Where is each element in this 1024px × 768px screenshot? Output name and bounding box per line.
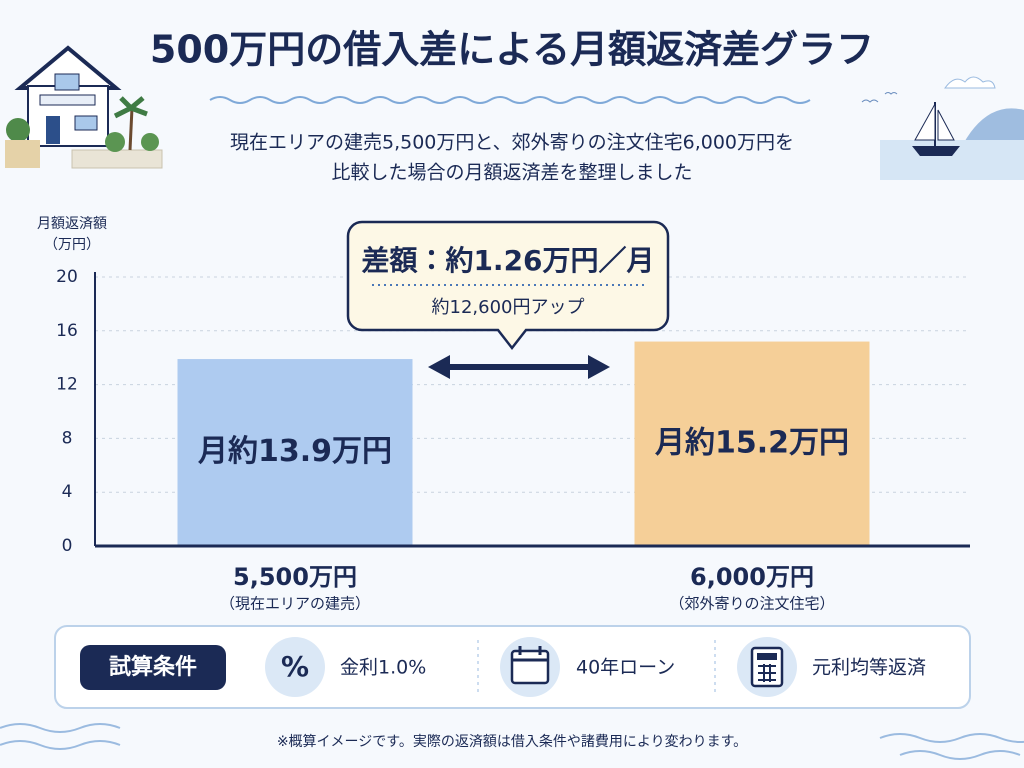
y-axis-label: 月額返済額 bbox=[37, 216, 107, 232]
subtitle: 比較した場合の月額返済差を整理しました bbox=[331, 162, 692, 184]
y-tick-label: 4 bbox=[62, 482, 73, 502]
difference-sub-label: 約12,600円アップ bbox=[432, 297, 585, 318]
chart-title: 500万円の借入差による月額返済差グラフ bbox=[150, 28, 874, 72]
conditions-panel: 試算条件 % 金利1.0% 40年ローン 元利均等返済 bbox=[54, 625, 971, 709]
y-tick-label: 20 bbox=[56, 267, 78, 287]
subtitle: 現在エリアの建売5,500万円と、郊外寄りの注文住宅6,000万円を bbox=[230, 132, 794, 154]
y-axis-unit: （万円） bbox=[44, 237, 100, 253]
condition-item: 元利均等返済 bbox=[812, 657, 926, 679]
value-label: 月約13.9万円 bbox=[198, 434, 392, 469]
difference-label: 差額：約1.26万円／月 bbox=[361, 244, 654, 277]
bar bbox=[634, 341, 870, 546]
svg-text:%: % bbox=[281, 650, 309, 683]
x-tick-note: （現在エリアの建売） bbox=[220, 595, 370, 613]
y-tick-label: 12 bbox=[56, 375, 78, 395]
x-tick-note: （郊外寄りの注文住宅） bbox=[669, 595, 834, 613]
house-illustration bbox=[5, 45, 163, 169]
x-tick-label: 6,000万円 bbox=[690, 563, 814, 591]
wave-decoration bbox=[0, 723, 1024, 760]
conditions-title: 試算条件 bbox=[109, 654, 197, 680]
difference-callout: 差額：約1.26万円／月 約12,600円アップ bbox=[346, 220, 670, 379]
y-tick-label: 0 bbox=[62, 536, 73, 556]
footnote: ※概算イメージです。実際の返済額は借入条件や諸費用により変わります。 bbox=[277, 733, 747, 750]
bar bbox=[177, 359, 413, 546]
wave-divider bbox=[209, 96, 811, 104]
value-label: 月約15.2万円 bbox=[655, 425, 849, 460]
y-tick-label: 8 bbox=[62, 428, 73, 448]
y-tick-label: 16 bbox=[56, 321, 78, 341]
condition-item: 金利1.0% bbox=[340, 657, 426, 679]
condition-item: 40年ローン bbox=[576, 657, 675, 679]
x-tick-label: 5,500万円 bbox=[233, 563, 357, 591]
boat-illustration bbox=[861, 76, 1024, 180]
